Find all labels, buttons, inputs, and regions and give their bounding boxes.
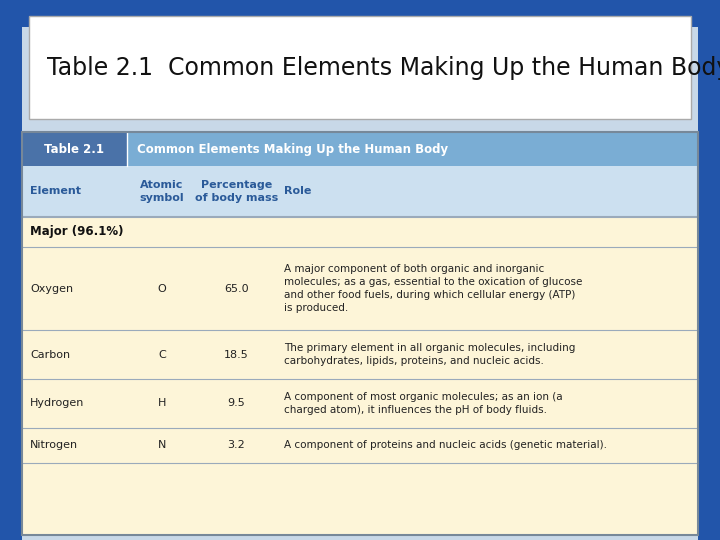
Bar [22,217,698,535]
Text: Role: Role [284,186,312,197]
Text: 9.5: 9.5 [228,399,246,408]
Text: Table 2.1: Table 2.1 [44,143,104,156]
Text: Atomic
symbol: Atomic symbol [140,180,184,203]
Text: Oxygen: Oxygen [30,284,73,294]
Text: 65.0: 65.0 [224,284,249,294]
FancyBboxPatch shape [29,16,691,119]
Text: Percentage
of body mass: Percentage of body mass [195,180,278,203]
Text: Common Elements Making Up the Human Body: Common Elements Making Up the Human Body [138,143,449,156]
Bar [0,0,22,540]
Text: Element: Element [30,186,81,197]
Text: Major (96.1%): Major (96.1%) [30,225,124,239]
Text: The primary element in all organic molecules, including
carbohydrates, lipids, p: The primary element in all organic molec… [284,343,575,366]
Bar [22,132,698,535]
Text: Table 2.1  Common Elements Making Up the Human Body: Table 2.1 Common Elements Making Up the … [47,56,720,79]
Text: N: N [158,440,166,450]
Bar [22,132,127,166]
Text: H: H [158,399,166,408]
Bar [698,0,720,540]
Text: A component of most organic molecules; as an ion (a
charged atom), it influences: A component of most organic molecules; a… [284,392,562,415]
Text: 18.5: 18.5 [224,350,249,360]
Bar [0,0,720,27]
Text: A major component of both organic and inorganic
molecules; as a gas, essential t: A major component of both organic and in… [284,264,582,313]
Text: Nitrogen: Nitrogen [30,440,78,450]
Text: 3.2: 3.2 [228,440,246,450]
Text: A component of proteins and nucleic acids (genetic material).: A component of proteins and nucleic acid… [284,440,607,450]
Bar [22,166,698,217]
Text: C: C [158,350,166,360]
Bar [127,132,698,166]
Text: O: O [158,284,166,294]
Text: Hydrogen: Hydrogen [30,399,85,408]
Text: Carbon: Carbon [30,350,71,360]
